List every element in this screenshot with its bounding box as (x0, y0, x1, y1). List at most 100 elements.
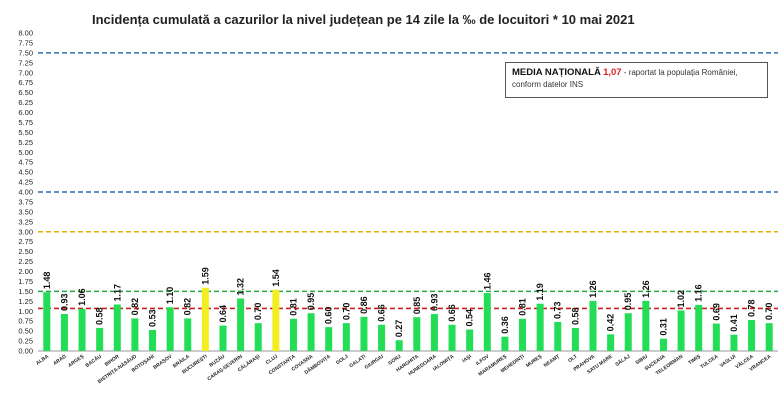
y-tick-label: 3.50 (18, 207, 33, 216)
y-tick-label: 8.00 (18, 29, 33, 38)
data-label: 0.93 (429, 294, 439, 312)
y-tick-label: 7.75 (18, 38, 33, 47)
x-tick-label: IAȘI (461, 353, 473, 364)
bar (254, 323, 262, 351)
y-tick-label: 5.50 (18, 128, 33, 137)
data-label: 1.26 (588, 280, 598, 298)
bar (519, 318, 527, 351)
x-tick-label: OLT (567, 354, 578, 364)
y-tick-label: 4.00 (18, 188, 33, 197)
data-label: 1.06 (77, 288, 87, 306)
y-tick-label: 2.00 (18, 267, 33, 276)
y-tick-label: 3.00 (18, 227, 33, 236)
bar (131, 318, 139, 351)
y-tick-label: 3.25 (18, 217, 33, 226)
data-label: 1.17 (112, 284, 122, 302)
bar (466, 329, 474, 351)
data-label: 0.95 (623, 293, 633, 311)
data-label: 1.32 (236, 278, 246, 296)
y-tick-label: 2.25 (18, 257, 33, 266)
bar (712, 323, 720, 351)
data-label: 0.85 (412, 297, 422, 315)
data-label: 0.31 (658, 318, 668, 336)
bar (501, 336, 509, 351)
y-tick-label: 6.50 (18, 88, 33, 97)
bar (483, 292, 491, 351)
y-tick-label: 5.25 (18, 138, 33, 147)
data-label: 0.78 (747, 299, 757, 317)
data-label: 0.58 (95, 307, 105, 325)
bars (43, 287, 773, 351)
y-tick-label: 6.75 (18, 78, 33, 87)
bar (765, 323, 773, 351)
bar (237, 298, 245, 351)
x-tick-label: ALBA (35, 354, 50, 367)
data-label: 0.81 (518, 298, 528, 316)
data-label: 0.95 (306, 293, 316, 311)
bar (325, 327, 333, 351)
bar (219, 325, 227, 351)
data-label: 1.10 (165, 287, 175, 305)
x-tick-label: ARGEȘ (67, 353, 86, 368)
x-tick-label: MUREȘ (525, 353, 544, 369)
bar (78, 308, 86, 351)
data-label: 0.82 (130, 298, 140, 316)
data-label: 0.81 (288, 298, 298, 316)
data-label: 0.60 (324, 307, 334, 325)
bar (624, 313, 632, 351)
bar (730, 334, 738, 351)
bar (642, 300, 650, 351)
y-tick-label: 4.50 (18, 168, 33, 177)
bar (448, 324, 456, 351)
data-label: 1.46 (482, 272, 492, 290)
bar (184, 318, 192, 351)
bar (413, 317, 421, 351)
bar (430, 314, 438, 351)
y-tick-label: 7.00 (18, 68, 33, 77)
bar (360, 316, 368, 351)
y-tick-label: 6.00 (18, 108, 33, 117)
data-label: 0.42 (606, 314, 616, 332)
y-tick-label: 4.75 (18, 158, 33, 167)
bar (166, 307, 174, 351)
y-tick-label: 6.25 (18, 98, 33, 107)
bar (536, 303, 544, 351)
x-tick-label: SĂLAJ (614, 353, 632, 368)
data-label: 1.16 (694, 284, 704, 302)
data-label: 0.36 (500, 316, 510, 334)
y-tick-label: 3.75 (18, 197, 33, 206)
y-tick-label: 5.75 (18, 118, 33, 127)
y-tick-label: 2.50 (18, 247, 33, 256)
data-label: 1.54 (271, 269, 281, 287)
x-axis: ALBA ARAD ARGEȘ BACĂU BIHORBISTRIȚA-NĂSĂUDBO… (35, 353, 773, 386)
y-tick-label: 0.50 (18, 327, 33, 336)
chart-title: Incidența cumulată a cazurilor la nivel … (92, 12, 635, 27)
y-tick-label: 0.75 (18, 317, 33, 326)
data-label: 0.70 (253, 303, 263, 321)
bar (43, 292, 51, 351)
y-tick-label: 4.25 (18, 178, 33, 187)
bar (554, 321, 562, 351)
x-tick-label: BACĂU (84, 353, 103, 369)
data-label: 0.53 (148, 309, 158, 327)
data-label: 0.73 (553, 301, 563, 319)
bar (289, 318, 297, 351)
national-average-label: MEDIA NAȚIONALĂ (512, 67, 601, 78)
data-label: 0.70 (341, 303, 351, 321)
y-tick-label: 7.25 (18, 58, 33, 67)
bar (60, 314, 68, 351)
bar (695, 304, 703, 351)
x-tick-label: TULCEA (699, 354, 719, 371)
y-tick-label: 1.25 (18, 297, 33, 306)
bar (96, 327, 104, 351)
bar (589, 300, 597, 351)
bar (659, 338, 667, 351)
y-tick-label: 1.75 (18, 277, 33, 286)
data-label: 1.26 (641, 280, 651, 298)
bar (677, 310, 685, 351)
y-tick-label: 1.50 (18, 287, 33, 296)
bar (748, 319, 756, 351)
x-tick-label: GIURGIU (364, 354, 385, 371)
data-label: 0.86 (359, 296, 369, 314)
